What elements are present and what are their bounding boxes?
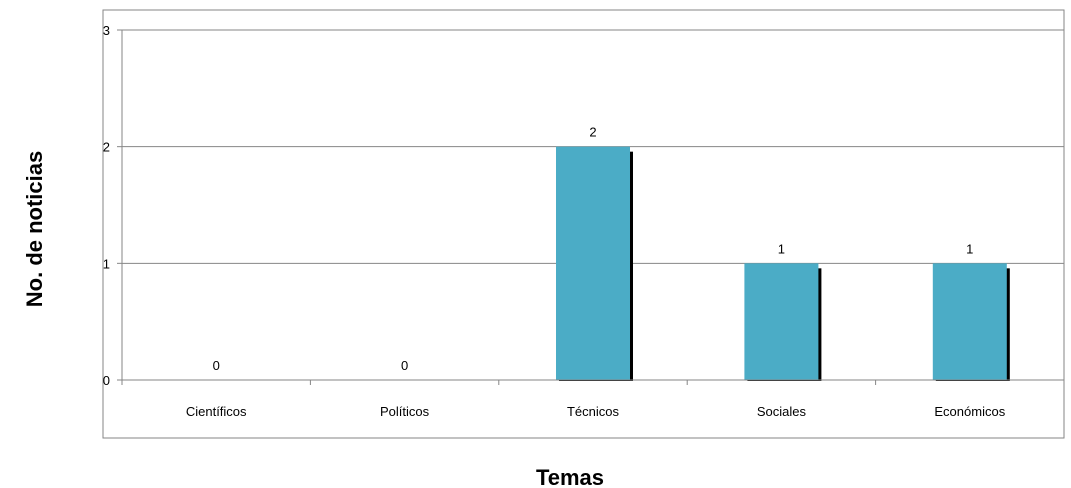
data-label: 1 (966, 241, 973, 256)
x-tick-label: Técnicos (567, 404, 620, 419)
x-axis-title: Temas (536, 465, 604, 488)
bar (932, 263, 1007, 380)
y-tick-label: 3 (103, 23, 110, 38)
x-tick-label: Sociales (757, 404, 807, 419)
y-tick-label: 2 (103, 140, 110, 155)
bar (556, 146, 630, 380)
bar (744, 263, 819, 380)
data-label: 2 (589, 125, 596, 140)
y-tick-label: 0 (103, 373, 110, 388)
y-tick-label: 1 (103, 256, 110, 271)
data-label: 0 (401, 358, 408, 373)
y-axis-title: No. de noticias (22, 151, 47, 307)
data-label: 1 (778, 241, 785, 256)
data-label: 0 (213, 358, 220, 373)
x-tick-label: Políticos (380, 404, 430, 419)
x-tick-label: Económicos (934, 404, 1005, 419)
x-tick-label: Científicos (186, 404, 247, 419)
